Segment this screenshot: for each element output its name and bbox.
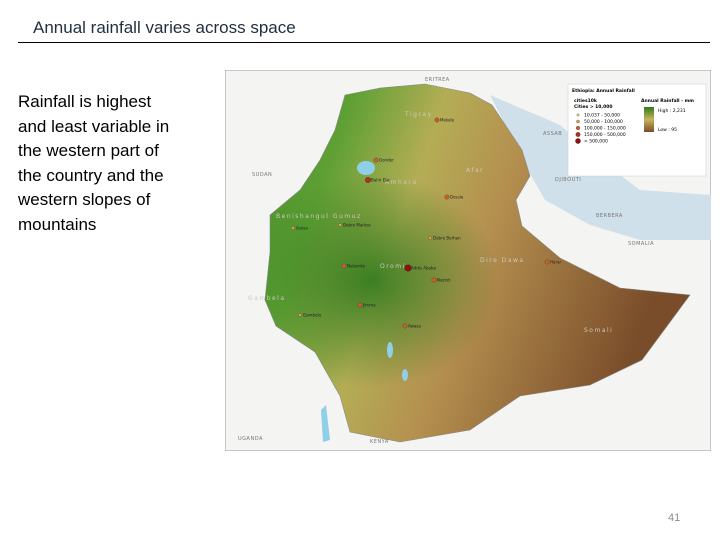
legend-symbol	[575, 138, 581, 144]
city-marker	[428, 236, 432, 240]
region-label: Dire Dawa	[480, 257, 525, 264]
rainfall-map: Ethiopia: Annual Rainfall cities10k Citi…	[225, 70, 711, 451]
region-label: Tigray	[404, 111, 433, 118]
legend-symbol	[575, 132, 581, 137]
legend-high: High : 2,231	[658, 108, 686, 114]
city-label: Awasa	[408, 324, 421, 329]
body-text: Rainfall is highest and least variable in…	[18, 90, 169, 237]
region-label: Afar	[466, 167, 484, 174]
legend-symbol	[575, 125, 581, 131]
legend-title: Ethiopia: Annual Rainfall	[572, 88, 635, 94]
body-line: the country and the	[18, 165, 164, 185]
country-label: ERITREA	[425, 77, 450, 83]
city-label: Addis Ababa	[411, 266, 436, 271]
country-label: BERBERA	[596, 213, 623, 219]
city-label: Dessie	[450, 195, 464, 200]
country-label: SOMALIA	[628, 241, 654, 247]
map-labels: ERITREA SUDAN SOMALIA KENYA UGANDA DJIBO…	[238, 77, 654, 445]
country-label: UGANDA	[238, 436, 263, 442]
legend-class: 100,000 - 150,000	[584, 126, 626, 132]
region-label: Oromia	[380, 263, 411, 270]
lake-tana	[357, 161, 375, 175]
legend-ramp	[644, 107, 654, 132]
body-line: Rainfall is highest	[18, 92, 152, 111]
slide-title: Annual rainfall varies across space	[33, 18, 296, 37]
legend-class: 50,000 - 100,000	[584, 119, 623, 125]
region-label: Somali	[584, 327, 613, 334]
city-label: Nazret	[437, 278, 451, 283]
city-marker	[373, 157, 379, 163]
city-marker	[434, 117, 440, 123]
legend-symbol	[576, 113, 580, 117]
city-label: Jimma	[362, 303, 376, 308]
legend-low: Low : 95	[658, 127, 677, 133]
legend	[567, 83, 707, 177]
body-line: mountains	[18, 214, 97, 234]
legend-layer: cities10k	[574, 98, 598, 104]
city-marker	[431, 277, 437, 283]
city-marker	[298, 313, 302, 317]
city-label: Gambela	[303, 313, 322, 318]
country-label: SUDAN	[252, 172, 272, 178]
city-marker	[365, 177, 371, 183]
title-rule	[18, 42, 710, 43]
page-number: 41	[668, 512, 681, 524]
city-marker	[404, 264, 412, 272]
legend-class: 10,037 - 50,000	[584, 113, 620, 119]
city-marker	[341, 263, 347, 269]
city-marker	[291, 226, 295, 230]
lake	[387, 342, 393, 358]
city-label: Debre Berhan	[433, 236, 461, 241]
country-label: ASSAB	[543, 131, 562, 137]
legend-class: 150,000 - 500,000	[584, 132, 626, 138]
city-marker	[357, 302, 363, 308]
city-label: Gonder	[379, 158, 394, 163]
country-label: KENYA	[370, 439, 389, 445]
body-line: western slopes of	[18, 190, 151, 209]
cities: Mekele Gonder Bahir Dar Dessie Debre Markos D…	[291, 117, 562, 329]
legend-layer-desc: Cities > 10,000	[574, 104, 613, 110]
region-label: Amhara	[385, 179, 418, 186]
city-label: Harar	[550, 260, 562, 265]
region-label: Gambela	[248, 295, 286, 302]
legend-raster-title: Annual Rainfall - mm	[641, 98, 694, 104]
city-label: Mekele	[440, 118, 455, 123]
country-label: DJIBOUTI	[555, 177, 581, 183]
city-label: Asosa	[296, 226, 308, 231]
city-marker	[402, 323, 408, 329]
lake-turkana	[321, 405, 330, 442]
legend-symbol	[576, 119, 580, 124]
lake	[402, 369, 408, 381]
body-line: and least variable in	[18, 116, 170, 136]
city-marker	[444, 194, 450, 200]
body-line: the western part of	[18, 141, 159, 160]
city-marker	[544, 259, 550, 265]
city-label: Nekemte	[347, 264, 366, 269]
city-label: Debre Markos	[343, 223, 371, 228]
region-label: Benishangul Gumuz	[276, 213, 362, 220]
city-label: Bahir Dar	[371, 178, 390, 183]
legend-class: > 500,000	[584, 139, 608, 145]
city-marker	[338, 223, 342, 227]
